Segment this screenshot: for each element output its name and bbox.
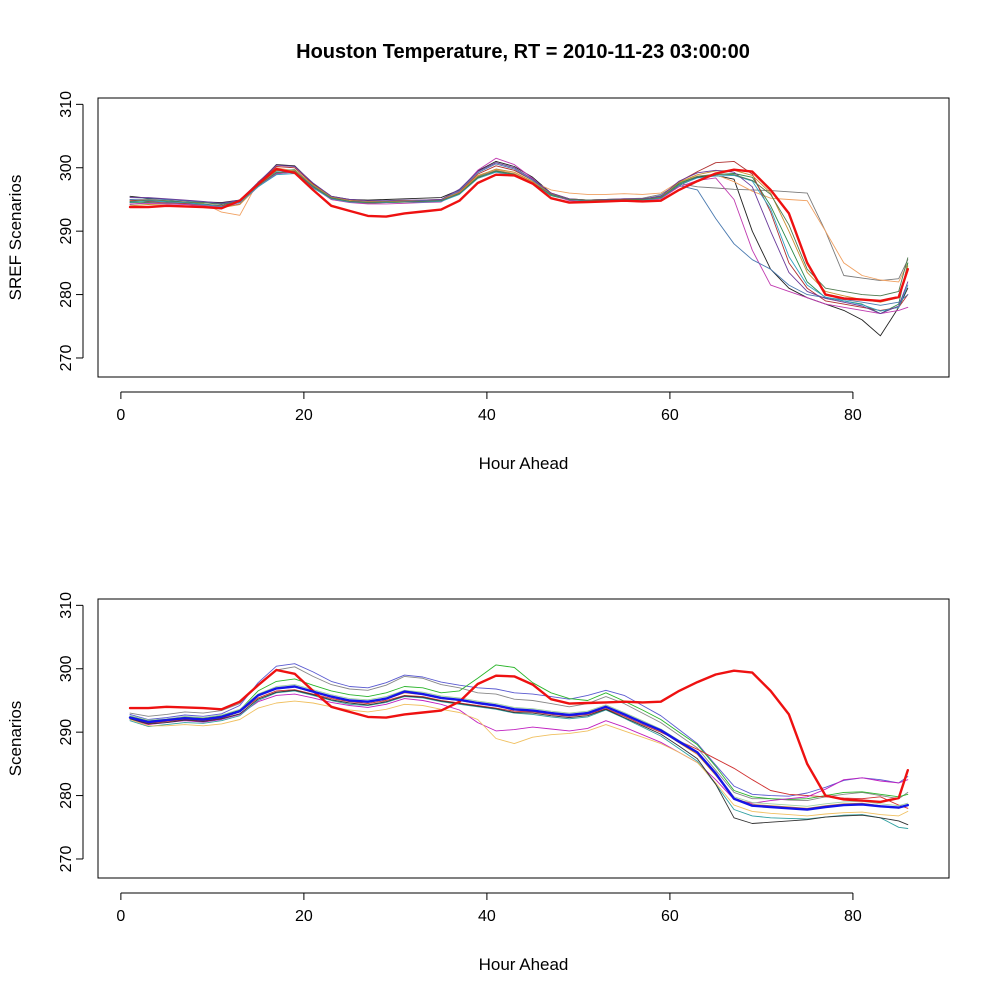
x-tick-label: 60: [661, 908, 679, 925]
y-axis-label: SREF Scenarios: [6, 175, 25, 301]
y-tick-label: 290: [58, 218, 75, 245]
series-line-scn-08: [129, 689, 909, 826]
series-group: [128, 157, 909, 337]
y-tick-label: 270: [58, 846, 75, 873]
y-tick-label: 310: [58, 592, 75, 619]
series-line-observed: [128, 668, 909, 804]
y-tick-label: 300: [58, 655, 75, 682]
plot-frame: [97, 598, 950, 879]
x-tick-label: 60: [661, 407, 679, 424]
series-line-scn-09: [129, 684, 909, 807]
series-line-scn-05: [129, 693, 909, 804]
x-axis-label: Hour Ahead: [479, 955, 569, 974]
x-tick-label: 20: [295, 908, 313, 925]
x-tick-label: 0: [116, 908, 125, 925]
x-axis-label: Hour Ahead: [479, 454, 569, 473]
series-group: [128, 663, 909, 829]
y-tick-label: 310: [58, 91, 75, 118]
y-tick-label: 280: [58, 281, 75, 308]
top-panel: 0 20 40 60 80 270 280 290 300 310 Hour Ahead SREF S…: [6, 91, 950, 473]
x-tick-label: 40: [478, 908, 496, 925]
series-line-scn-02: [129, 663, 909, 797]
bottom-panel: 0 20 40 60 80 270 280 290 300 310 Hour Ahead Scenar…: [6, 592, 950, 974]
y-tick-label: 300: [58, 154, 75, 181]
x-tick-label: 0: [116, 407, 125, 424]
series-line-scn-04: [129, 689, 909, 809]
plot-frame: [97, 97, 950, 378]
x-tick-label: 80: [844, 908, 862, 925]
chart-title: Houston Temperature, RT = 2010-11-23 03:…: [296, 41, 750, 63]
x-tick-label: 80: [844, 407, 862, 424]
y-tick-label: 270: [58, 345, 75, 372]
series-line-scn-07: [129, 700, 909, 817]
y-axis-label: Scenarios: [6, 701, 25, 777]
y-tick-label: 290: [58, 719, 75, 746]
series-line-sref-10: [129, 162, 909, 315]
x-tick-label: 20: [295, 407, 313, 424]
series-line-scenario-mean: [128, 685, 909, 811]
x-tick-label: 40: [478, 407, 496, 424]
y-tick-label: 280: [58, 782, 75, 809]
series-line-scn-06: [129, 690, 909, 829]
series-line-observed: [128, 167, 909, 303]
